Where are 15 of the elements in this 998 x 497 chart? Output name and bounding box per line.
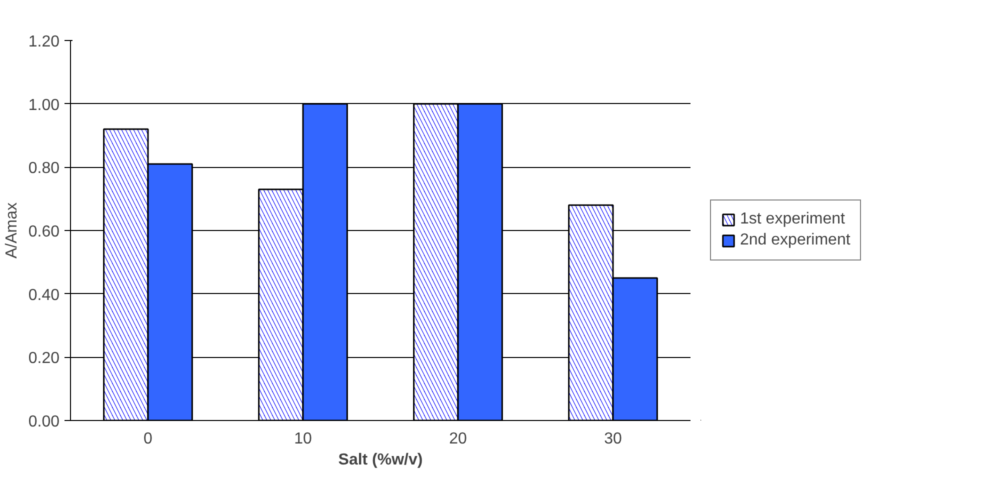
y-tick-label: 0.20 — [28, 350, 60, 368]
x-tick-label: 10 — [294, 430, 312, 448]
y-tick-label: 0.00 — [28, 414, 60, 430]
legend-label: 2nd experiment — [740, 232, 850, 250]
x-tick-label: 20 — [449, 430, 467, 448]
y-tick-label: 0.60 — [28, 224, 60, 240]
y-axis-title: A/Amax — [3, 202, 20, 259]
x-axis-title: Salt (%w/v) — [338, 452, 423, 468]
y-tick-label: 1.20 — [28, 34, 60, 50]
legend-label: 1st experiment — [740, 210, 845, 228]
y-tick-label: 0.80 — [28, 160, 60, 178]
x-tick-label: 30 — [604, 430, 622, 448]
y-tick-label: 0.40 — [28, 286, 60, 304]
x-tick-label: 0 — [144, 430, 153, 448]
y-tick-label: 1.00 — [28, 96, 60, 114]
